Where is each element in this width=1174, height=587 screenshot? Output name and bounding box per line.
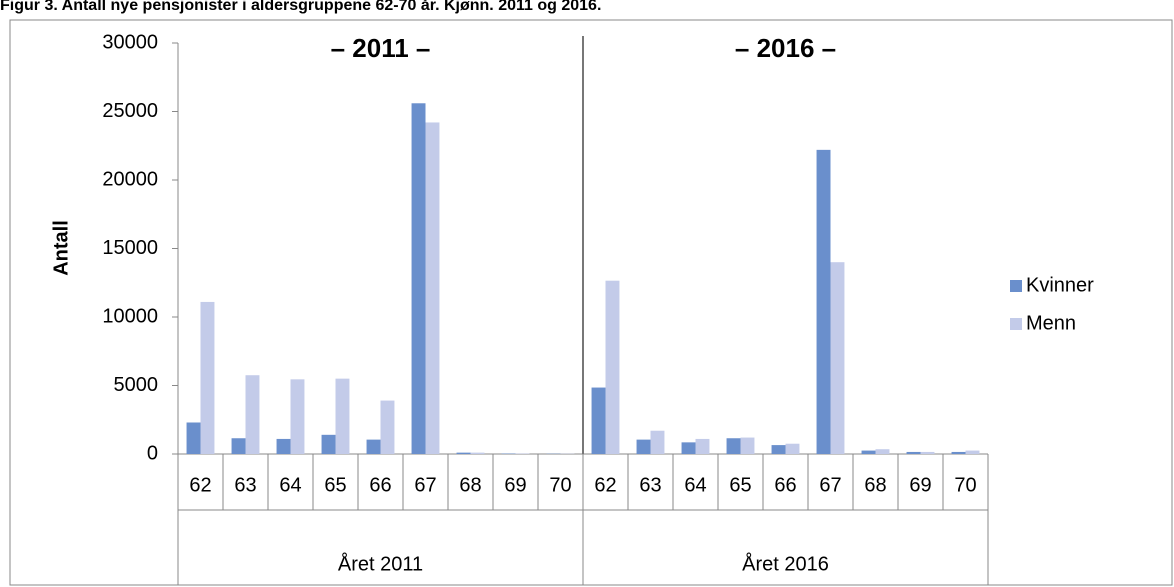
bar [591,387,606,454]
bar [920,451,935,454]
y-tick-label: 5000 [114,374,159,396]
x-tick-label: 63 [234,474,256,496]
x-tick-label: 64 [279,474,301,496]
x-tick-label: 70 [549,474,571,496]
x-tick-label: 69 [909,474,931,496]
x-tick-label: 68 [864,474,886,496]
x-tick-label: 65 [729,474,751,496]
legend-label: Kvinner [1026,274,1094,296]
bar [335,378,350,454]
bar [321,434,336,454]
x-tick-label: 69 [504,474,526,496]
x-tick-label: 70 [954,474,976,496]
bar [695,438,710,454]
y-tick-label: 30000 [102,31,158,53]
x-tick-label: 62 [594,474,616,496]
chart-border [9,19,1173,586]
bar [681,442,696,454]
bar [245,375,260,454]
bar [605,280,620,454]
bar [965,450,980,454]
bar [906,451,921,454]
bar [366,439,381,454]
bar [186,422,201,454]
bar [875,449,890,454]
bar [380,400,395,454]
bar [726,438,741,454]
group-label: Året 2011 [338,552,423,575]
x-tick-label: 66 [774,474,796,496]
bar [200,301,215,454]
bar [740,437,755,454]
bar [411,103,426,454]
x-tick-label: 63 [639,474,661,496]
bar [231,438,246,454]
bar [650,430,665,454]
y-tick-label: 15000 [102,237,158,259]
bar [816,149,831,455]
x-tick-label: 67 [414,474,436,496]
chart-title: Figur 3. Antall nye pensjonister i alder… [0,0,601,14]
annotation: – 2011 – [331,33,431,63]
annotation: – 2016 – [735,33,836,63]
legend-swatch [1010,280,1022,292]
group-label: Året 2016 [742,552,829,575]
bar [276,438,291,454]
bar [290,379,305,454]
bar [771,445,786,454]
bar [861,450,876,454]
x-tick-label: 68 [459,474,481,496]
bar [425,122,440,455]
x-tick-label: 66 [369,474,391,496]
legend-label: Menn [1026,312,1076,334]
x-tick-label: 67 [819,474,841,496]
y-tick-label: 10000 [102,305,158,327]
x-tick-label: 64 [684,474,706,496]
y-axis-label: Antall [50,220,72,276]
bar [830,262,845,454]
x-tick-label: 62 [189,474,211,496]
y-tick-label: 20000 [102,168,158,190]
bar [636,439,651,454]
bar [470,452,485,454]
bar [456,452,471,454]
bar [951,451,966,454]
y-tick-label: 0 [147,442,158,464]
x-tick-label: 65 [324,474,346,496]
legend-swatch [1010,318,1022,330]
bar [785,443,800,454]
y-tick-label: 25000 [102,100,158,122]
